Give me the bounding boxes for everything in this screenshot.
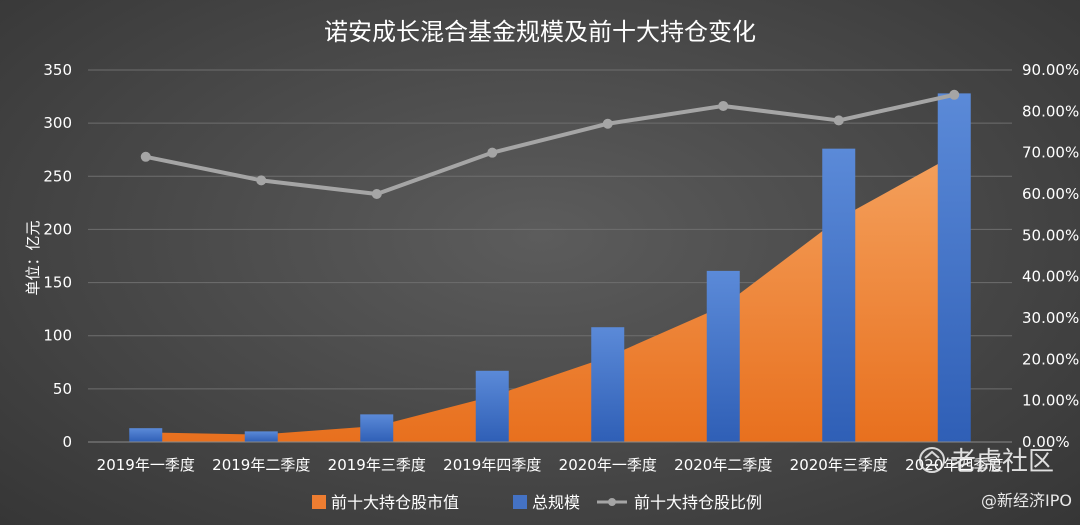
left-axis-ticks: 0 50 100 150 200 250 300 350 <box>43 61 72 451</box>
left-tick-label: 100 <box>43 327 72 345</box>
right-tick-label: 60.00% <box>1022 185 1079 203</box>
bar <box>475 370 509 442</box>
line-point <box>602 118 613 129</box>
left-tick-label: 350 <box>43 61 72 79</box>
y-axis-label: 单位：亿元 <box>24 220 42 295</box>
right-tick-label: 0.00% <box>1022 433 1070 451</box>
chart-title: 诺安成长混合基金规模及前十大持仓变化 <box>324 18 756 46</box>
legend-label-area: 前十大持仓股市值 <box>331 493 459 512</box>
right-tick-label: 80.00% <box>1022 102 1079 120</box>
bar <box>360 414 394 442</box>
legend-swatch-bar <box>513 495 527 509</box>
brand-watermark: 老虎社区 <box>919 447 1054 477</box>
legend-item-line[interactable]: 前十大持仓股比例 <box>597 493 762 512</box>
legend: 前十大持仓股市值 总规模 前十大持仓股比例 <box>312 493 762 512</box>
line-point <box>949 89 960 100</box>
tiger-logo-icon <box>919 447 945 473</box>
right-tick-label: 20.00% <box>1022 350 1079 368</box>
left-tick-label: 200 <box>43 220 72 238</box>
bar <box>937 93 971 442</box>
left-tick-label: 50 <box>53 380 72 398</box>
category-label: 2019年一季度 <box>97 456 195 474</box>
line-point <box>256 175 267 186</box>
category-label: 2020年四季度 <box>905 456 1003 474</box>
bar <box>822 148 856 442</box>
line-point <box>140 151 151 162</box>
legend-swatch-marker <box>608 498 616 506</box>
right-tick-label: 90.00% <box>1022 61 1079 79</box>
legend-label-bar: 总规模 <box>532 493 580 512</box>
category-label: 2019年三季度 <box>328 456 426 474</box>
account-watermark: @新经济IPO <box>981 491 1072 510</box>
category-label: 2019年二季度 <box>212 456 310 474</box>
left-tick-label: 150 <box>43 274 72 292</box>
area-series <box>145 155 955 442</box>
legend-item-bar[interactable]: 总规模 <box>513 493 580 512</box>
bar <box>706 270 740 442</box>
left-tick-label: 250 <box>43 167 72 185</box>
category-labels: 2019年一季度 2019年二季度 2019年三季度 2019年四季度 2020年一季度… <box>97 456 1004 474</box>
ratio-line <box>145 92 955 196</box>
category-label: 2020年三季度 <box>790 456 888 474</box>
bar <box>244 431 278 442</box>
left-tick-label: 0 <box>62 433 72 451</box>
brand-watermark-text: 老虎社区 <box>950 447 1054 477</box>
right-tick-label: 30.00% <box>1022 309 1079 327</box>
left-tick-label: 300 <box>43 114 72 132</box>
bar <box>129 428 163 442</box>
right-tick-label: 50.00% <box>1022 226 1079 244</box>
line-point <box>833 115 844 126</box>
line-point <box>371 189 382 199</box>
bar-series <box>129 93 971 442</box>
right-tick-label: 40.00% <box>1022 268 1079 286</box>
category-label: 2020年一季度 <box>559 456 657 474</box>
right-axis-ticks: 0.00% 10.00% 20.00% 30.00% 40.00% 50.00% 60.00… <box>1022 61 1079 451</box>
line-point <box>487 147 498 158</box>
category-label: 2020年二季度 <box>674 456 772 474</box>
area-market-value <box>145 155 955 442</box>
legend-item-area[interactable]: 前十大持仓股市值 <box>312 493 459 512</box>
right-tick-label: 70.00% <box>1022 144 1079 162</box>
legend-swatch-area <box>312 495 326 509</box>
category-label: 2019年四季度 <box>443 456 541 474</box>
right-tick-label: 10.00% <box>1022 392 1079 410</box>
bar <box>591 327 625 442</box>
line-series <box>140 89 960 199</box>
legend-label-line: 前十大持仓股比例 <box>634 493 762 512</box>
line-point <box>718 100 729 111</box>
tiger-logo-mark <box>924 450 940 466</box>
